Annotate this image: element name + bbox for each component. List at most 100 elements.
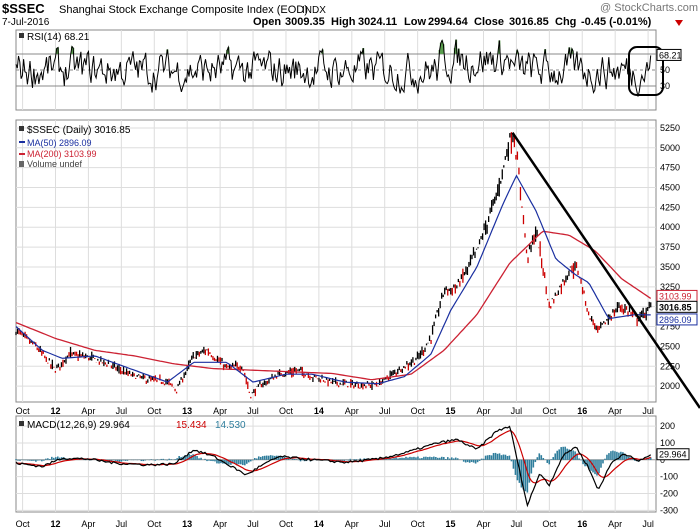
value-tag-label: 3016.85 bbox=[659, 302, 692, 312]
price-panel bbox=[15, 119, 657, 403]
price-tick-label: 4500 bbox=[660, 183, 680, 193]
price-tick-label: 4750 bbox=[660, 163, 680, 173]
ma50-legend: MA(50) 2896.09 bbox=[27, 138, 92, 148]
rsi-layer bbox=[15, 39, 664, 97]
x-tick-label: Apr bbox=[476, 519, 490, 529]
rsi-tick-label: 50 bbox=[660, 65, 670, 75]
x-tick-label: Apr bbox=[345, 406, 359, 416]
macd-legend-hist: 14.530 bbox=[215, 420, 246, 431]
rsi-value-tag bbox=[656, 48, 682, 61]
grid bbox=[16, 30, 656, 512]
x-tick-label: 12 bbox=[50, 519, 60, 529]
x-tick-label: Jul bbox=[642, 519, 654, 529]
rsi-value-tag-label: 68.21 bbox=[659, 50, 682, 60]
x-tick-label: Oct bbox=[147, 406, 162, 416]
macd-legend-main: MACD(12,26,9) 29.964 bbox=[27, 420, 130, 431]
axis-layer: Oct Oct 12 12 Apr Apr Jul Jul Oct Oct 13 13 Apr Apr Ju… bbox=[16, 48, 698, 529]
date-label: 7-Jul-2016 bbox=[2, 17, 50, 28]
x-tick-label: Oct bbox=[542, 519, 557, 529]
volume-legend-swatch bbox=[19, 161, 24, 167]
x-tick-label: Oct bbox=[279, 519, 294, 529]
value-tag-ma50 bbox=[656, 313, 698, 326]
x-tick-label: 15 bbox=[446, 519, 456, 529]
x-tick-label: Oct bbox=[542, 406, 557, 416]
rsi-legend-swatch bbox=[19, 33, 24, 38]
x-tick-label: Apr bbox=[608, 519, 622, 529]
macd-layer bbox=[15, 425, 652, 508]
price-tick-label: 2250 bbox=[660, 361, 680, 371]
x-tick-label: Oct bbox=[411, 519, 426, 529]
rsi-legend: RSI(14) 68.21 bbox=[27, 32, 90, 43]
ohlc-readout: Open 3009.35 High 3024.11 Low 2994.64 Cl… bbox=[253, 16, 652, 28]
value-tag-label: 2896.09 bbox=[659, 315, 692, 325]
x-tick-label: Apr bbox=[213, 519, 227, 529]
macd-tick-label: -100 bbox=[660, 472, 678, 482]
x-tick-label: Jul bbox=[642, 406, 654, 416]
index-title: Shanghai Stock Exchange Composite Index … bbox=[59, 4, 308, 16]
price-tick-label: 2750 bbox=[660, 322, 680, 332]
trendline-annotation bbox=[511, 132, 700, 409]
rsi-highlight-annotation bbox=[628, 46, 664, 96]
rsi-tick-label: 30 bbox=[660, 81, 670, 91]
x-tick-label: Jul bbox=[247, 519, 259, 529]
x-tick-label: 15 bbox=[446, 406, 456, 416]
x-tick-label: 13 bbox=[182, 519, 192, 529]
x-tick-label: Apr bbox=[81, 519, 95, 529]
x-tick-label: 12 bbox=[50, 406, 60, 416]
close-label: Close bbox=[474, 16, 504, 28]
value-tag-label: 3103.99 bbox=[659, 291, 692, 301]
price-tick-label: 2000 bbox=[660, 381, 680, 391]
macd-value-tag-label: 29.964 bbox=[659, 450, 687, 460]
x-tick-label: Apr bbox=[345, 519, 359, 529]
x-tick-label: Jul bbox=[247, 406, 259, 416]
x-tick-label: Oct bbox=[16, 519, 31, 529]
low-value: 2994.64 bbox=[428, 16, 469, 28]
rsi-line bbox=[15, 39, 652, 97]
chg-value: -0.45 (-0.01%) bbox=[581, 16, 652, 28]
x-tick-label: Apr bbox=[213, 406, 227, 416]
price-layer bbox=[15, 132, 700, 409]
x-tick-label: Jul bbox=[116, 519, 128, 529]
macd-tick-label: -300 bbox=[660, 505, 678, 515]
x-tick-label: 13 bbox=[182, 406, 192, 416]
x-tick-label: 16 bbox=[577, 519, 587, 529]
price-tick-label: 3500 bbox=[660, 262, 680, 272]
x-tick-label: Oct bbox=[411, 406, 426, 416]
macd-legend-signal: 15.434 bbox=[176, 420, 207, 431]
price-tick-label: 2500 bbox=[660, 341, 680, 351]
exchange-label: INDX bbox=[302, 5, 326, 16]
price-tick-label: 4000 bbox=[660, 222, 680, 232]
value-tag-price bbox=[656, 300, 698, 313]
price-legend-swatch bbox=[19, 126, 24, 131]
ma50-line bbox=[15, 174, 651, 385]
x-tick-label: Apr bbox=[476, 406, 490, 416]
x-tick-label: Apr bbox=[81, 406, 95, 416]
chg-label: Chg bbox=[555, 16, 576, 28]
volume-legend: Volume undef bbox=[27, 159, 83, 169]
x-tick-label: 14 bbox=[314, 519, 324, 529]
ma200-legend: MA(200) 3103.99 bbox=[27, 149, 97, 159]
macd-tick-label: 100 bbox=[660, 438, 675, 448]
close-value: 3016.85 bbox=[509, 16, 549, 28]
price-tick-label: 4250 bbox=[660, 202, 680, 212]
macd-value-tag bbox=[656, 448, 690, 461]
x-tick-label: Oct bbox=[279, 406, 294, 416]
price-legend-main: $SSEC (Daily) 3016.85 bbox=[27, 125, 131, 136]
price-tick-label: 5000 bbox=[660, 143, 680, 153]
macd-legend-swatch bbox=[19, 421, 24, 426]
x-tick-label: Oct bbox=[16, 406, 31, 416]
macd-tick-label: -200 bbox=[660, 488, 678, 498]
price-tick-label: 3750 bbox=[660, 242, 680, 252]
price-legend: $SSEC (Daily) 3016.85 MA(50) 2896.09 MA(… bbox=[19, 125, 131, 169]
price-tick-label: 3250 bbox=[660, 282, 680, 292]
x-tick-label: Apr bbox=[608, 406, 622, 416]
price-tick-label: 5250 bbox=[660, 123, 680, 133]
x-tick-label: 14 bbox=[314, 406, 324, 416]
x-tick-label: Jul bbox=[116, 406, 128, 416]
down-triangle-icon bbox=[675, 20, 683, 26]
open-value: 3009.35 bbox=[285, 16, 325, 28]
watermark: @ StockCharts.com bbox=[600, 2, 698, 14]
x-tick-label: 16 bbox=[577, 406, 587, 416]
macd-tick-label: 200 bbox=[660, 421, 675, 431]
